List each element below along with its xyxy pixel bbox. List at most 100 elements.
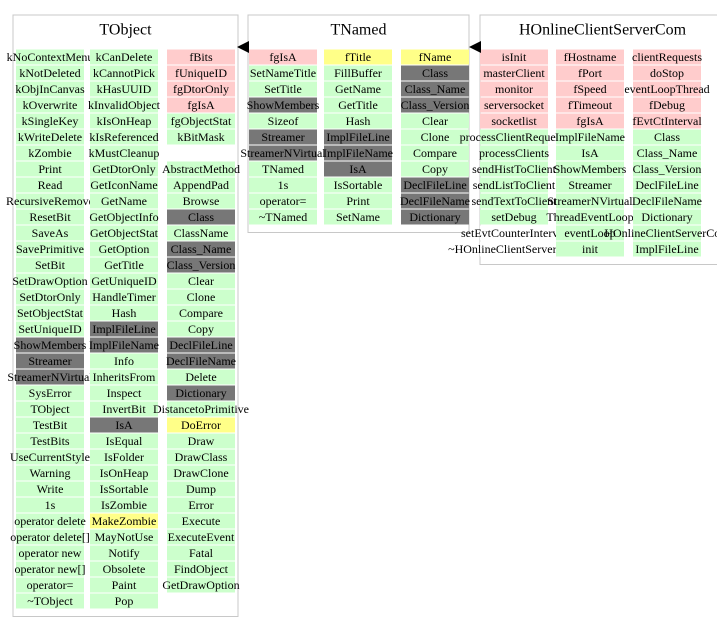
member-name: Dictionary	[175, 386, 226, 400]
member-cell	[324, 209, 392, 225]
member-cell	[16, 113, 84, 129]
member-name: Compare	[413, 146, 457, 160]
member-cell	[633, 49, 701, 65]
member-name: IsSortable	[334, 178, 383, 192]
member-cell	[16, 289, 84, 305]
member-name: Browse	[183, 194, 220, 208]
member-name: GetName	[101, 194, 147, 208]
member-name: Sizeof	[268, 114, 299, 128]
member-cell	[16, 321, 84, 337]
member-cell	[90, 433, 158, 449]
member-name: sendListToClient	[473, 178, 556, 192]
member-cell	[16, 529, 84, 545]
member-name: kNotDeleted	[19, 66, 80, 80]
member-name: isInit	[502, 50, 527, 64]
member-name: ShowMembers	[14, 338, 87, 352]
member-cell	[324, 49, 392, 65]
member-cell	[480, 209, 548, 225]
member-name: AppendPad	[173, 178, 229, 192]
member-name: kMustCleanup	[89, 146, 160, 160]
member-name: Obsolete	[103, 562, 146, 576]
member-name: IsZombie	[101, 498, 147, 512]
member-cell	[16, 257, 84, 273]
member-name: fPort	[578, 66, 603, 80]
member-name: Class_Name	[171, 242, 232, 256]
member-cell	[16, 177, 84, 193]
member-name: TObject	[30, 402, 70, 416]
member-cell	[556, 49, 624, 65]
member-cell	[556, 97, 624, 113]
member-cell	[633, 129, 701, 145]
member-cell	[324, 97, 392, 113]
member-name: Class_Version	[633, 162, 702, 176]
member-cell	[90, 577, 158, 593]
member-cell	[90, 417, 158, 433]
member-cell	[324, 113, 392, 129]
member-name: ~TObject	[27, 594, 73, 608]
member-cell	[167, 289, 235, 305]
member-cell	[167, 513, 235, 529]
member-name: InheritsFrom	[93, 370, 156, 384]
member-cell	[556, 193, 624, 209]
class-title: TNamed	[331, 22, 387, 39]
member-name: ImplFileLine	[635, 242, 698, 256]
member-cell	[401, 113, 469, 129]
member-cell	[167, 401, 235, 417]
member-name: ImplFileLine	[326, 130, 389, 144]
member-cell	[167, 433, 235, 449]
member-cell	[90, 273, 158, 289]
member-cell	[16, 161, 84, 177]
member-name: kWriteDelete	[18, 130, 82, 144]
member-name: IsA	[115, 418, 133, 432]
member-name: SetUniqueID	[18, 322, 82, 336]
member-cell	[16, 49, 84, 65]
member-name: TestBit	[33, 418, 68, 432]
class-title: HOnlineClientServerCom	[519, 22, 687, 39]
member-name: Streamer	[568, 178, 611, 192]
member-cell	[90, 209, 158, 225]
member-cell	[167, 305, 235, 321]
member-cell	[556, 161, 624, 177]
member-name: SaveAs	[32, 226, 69, 240]
member-name: socketlist	[491, 114, 537, 128]
member-cell	[90, 65, 158, 81]
member-cell	[167, 417, 235, 433]
member-name: Streamer	[261, 130, 304, 144]
member-cell	[480, 129, 548, 145]
member-cell	[16, 241, 84, 257]
member-cell	[633, 209, 701, 225]
member-name: ThreadEventLoop	[546, 210, 633, 224]
member-name: IsSortable	[100, 482, 149, 496]
member-cell	[167, 353, 235, 369]
member-cell	[401, 97, 469, 113]
member-cell	[167, 241, 235, 257]
member-cell	[16, 593, 84, 609]
member-cell	[90, 145, 158, 161]
member-name: StreamerNVirtual	[7, 370, 93, 384]
member-name: Copy	[422, 162, 448, 176]
member-name: DeclFileLine	[635, 178, 698, 192]
member-name: DeclFileLine	[403, 178, 466, 192]
member-name: GetTitle	[104, 258, 144, 272]
member-cell	[167, 561, 235, 577]
member-name: GetObjectInfo	[89, 210, 158, 224]
member-name: DoError	[181, 418, 221, 432]
member-cell	[556, 129, 624, 145]
member-name: setEvtCounterInterval	[461, 226, 568, 240]
member-name: serversocket	[484, 98, 545, 112]
member-name: Clone	[187, 290, 216, 304]
inheritance-arrow	[469, 41, 481, 53]
member-cell	[90, 225, 158, 241]
member-cell	[167, 545, 235, 561]
member-name: ImplFileName	[555, 130, 625, 144]
member-name: TestBits	[30, 434, 69, 448]
member-name: DeclFileLine	[169, 338, 232, 352]
member-name: fEvtCtInterval	[632, 114, 702, 128]
member-cell	[167, 113, 235, 129]
member-cell	[16, 337, 84, 353]
member-name: kOverwrite	[23, 98, 78, 112]
member-name: Class_Name	[637, 146, 698, 160]
member-cell	[90, 305, 158, 321]
member-cell	[401, 145, 469, 161]
member-name: operator new[]	[15, 562, 86, 576]
